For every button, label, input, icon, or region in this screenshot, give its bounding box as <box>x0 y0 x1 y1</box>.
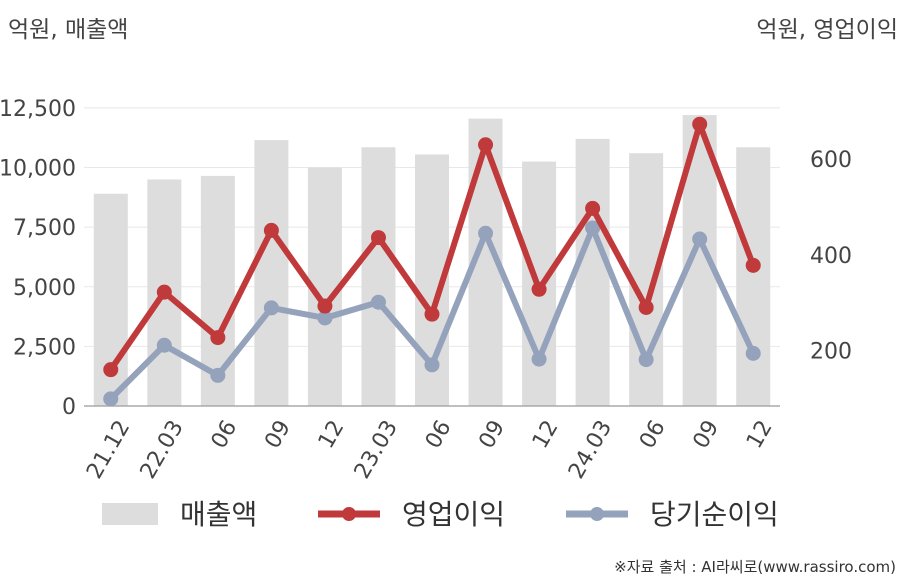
operating-profit-point <box>638 299 654 315</box>
legend-label-sales: 매출액 <box>180 498 257 531</box>
net-income-point <box>692 231 708 247</box>
right-tick-label: 200 <box>810 340 852 365</box>
x-tick-label: 09 <box>689 416 725 453</box>
net-income-point <box>424 357 440 373</box>
left-tick-label: 0 <box>62 395 76 420</box>
left-tick-label: 5,000 <box>13 276 76 301</box>
net-income-point <box>745 345 761 361</box>
sales-bar <box>361 147 396 406</box>
left-tick-label: 7,500 <box>13 216 76 241</box>
bar-series <box>93 115 771 407</box>
x-tick-label: 12 <box>314 416 350 453</box>
x-tick-label: 12 <box>742 416 778 453</box>
legend-marker-net <box>590 507 604 521</box>
sales-bar <box>575 138 610 406</box>
x-tick-label: 24.03 <box>564 416 617 483</box>
operating-profit-point <box>370 230 386 246</box>
net-income-point <box>585 220 601 236</box>
right-tick-label: 400 <box>810 244 852 269</box>
left-axis-unit: 억원, 매출액 <box>8 17 128 43</box>
net-income-point <box>370 294 386 310</box>
operating-profit-point <box>263 222 279 238</box>
x-tick-label: 23.03 <box>350 416 403 483</box>
x-tick-label: 09 <box>474 416 510 453</box>
left-tick-label: 10,000 <box>0 157 76 182</box>
sales-bar <box>254 140 289 406</box>
left-tick-label: 2,500 <box>13 335 76 360</box>
legend-swatch-sales <box>102 503 158 525</box>
left-tick-label: 12,500 <box>0 97 76 122</box>
legend: 매출액 영업이익 당기순이익 <box>102 498 779 531</box>
x-tick-label: 09 <box>260 416 296 453</box>
operating-profit-point <box>424 306 440 322</box>
operating-profit-point <box>478 137 494 153</box>
net-income-point <box>210 367 226 383</box>
operating-profit-point <box>103 362 119 378</box>
operating-profit-point <box>156 284 172 300</box>
left-axis-ticks: 0 2,500 5,000 7,500 10,000 12,500 <box>0 97 76 420</box>
source-note: ※자료 출처 : AI라씨로(www.rassiro.com) <box>614 558 896 576</box>
net-income-point <box>156 337 172 353</box>
x-tick-label: 06 <box>421 416 457 453</box>
legend-marker-operating <box>342 507 356 521</box>
operating-profit-point <box>745 257 761 273</box>
x-tick-label: 22.03 <box>136 416 189 483</box>
legend-label-net: 당기순이익 <box>650 498 779 531</box>
net-income-point <box>263 300 279 316</box>
x-tick-label: 06 <box>207 416 243 453</box>
operating-profit-point <box>585 200 601 216</box>
right-axis-unit: 억원, 영업이익 <box>756 17 898 43</box>
sales-bar <box>736 147 771 406</box>
x-axis-ticks: 21.12 22.03 06 09 12 23.03 06 09 12 24.03 06 09 12 <box>82 416 778 483</box>
net-income-point <box>478 225 494 241</box>
right-tick-label: 600 <box>810 148 852 173</box>
line-series <box>103 116 761 407</box>
x-tick-label: 21.12 <box>82 416 135 483</box>
legend-label-operating: 영업이익 <box>402 498 505 531</box>
net-income-point <box>317 310 333 326</box>
x-tick-label: 12 <box>528 416 564 453</box>
net-income-point <box>103 391 119 407</box>
operating-profit-point <box>317 298 333 314</box>
operating-profit-point <box>692 116 708 132</box>
operating-profit-point <box>531 281 547 297</box>
x-tick-label: 06 <box>635 416 671 453</box>
net-income-point <box>638 352 654 368</box>
operating-profit-point <box>210 330 226 346</box>
right-axis-ticks: 200 400 600 <box>810 148 852 364</box>
net-income-point <box>531 351 547 367</box>
